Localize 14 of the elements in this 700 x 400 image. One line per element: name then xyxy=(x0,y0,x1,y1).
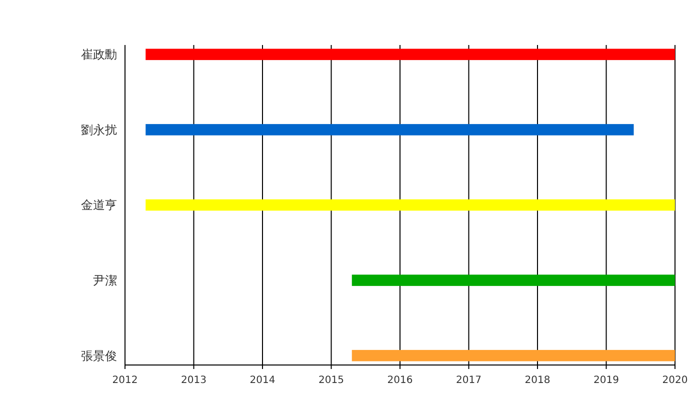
x-tick-label: 2020 xyxy=(662,375,688,386)
y-tick-label: 張景俊 xyxy=(81,348,117,363)
x-tick-label: 2018 xyxy=(524,375,550,386)
x-tick-label: 2017 xyxy=(456,375,482,386)
x-tick-label: 2019 xyxy=(594,375,619,386)
y-tick-label: 金道亨 xyxy=(81,198,117,212)
x-tick-label: 2015 xyxy=(318,375,344,386)
y-tick-label: 崔政勳 xyxy=(81,48,117,62)
x-tick-label: 2016 xyxy=(387,375,413,386)
x-tick-label: 2012 xyxy=(112,375,138,386)
y-tick-label: 劉永扰 xyxy=(81,122,117,137)
x-tick-label: 2013 xyxy=(181,375,206,386)
x-tick-label: 2014 xyxy=(250,375,276,386)
y-tick-label: 尹潔 xyxy=(93,273,117,288)
